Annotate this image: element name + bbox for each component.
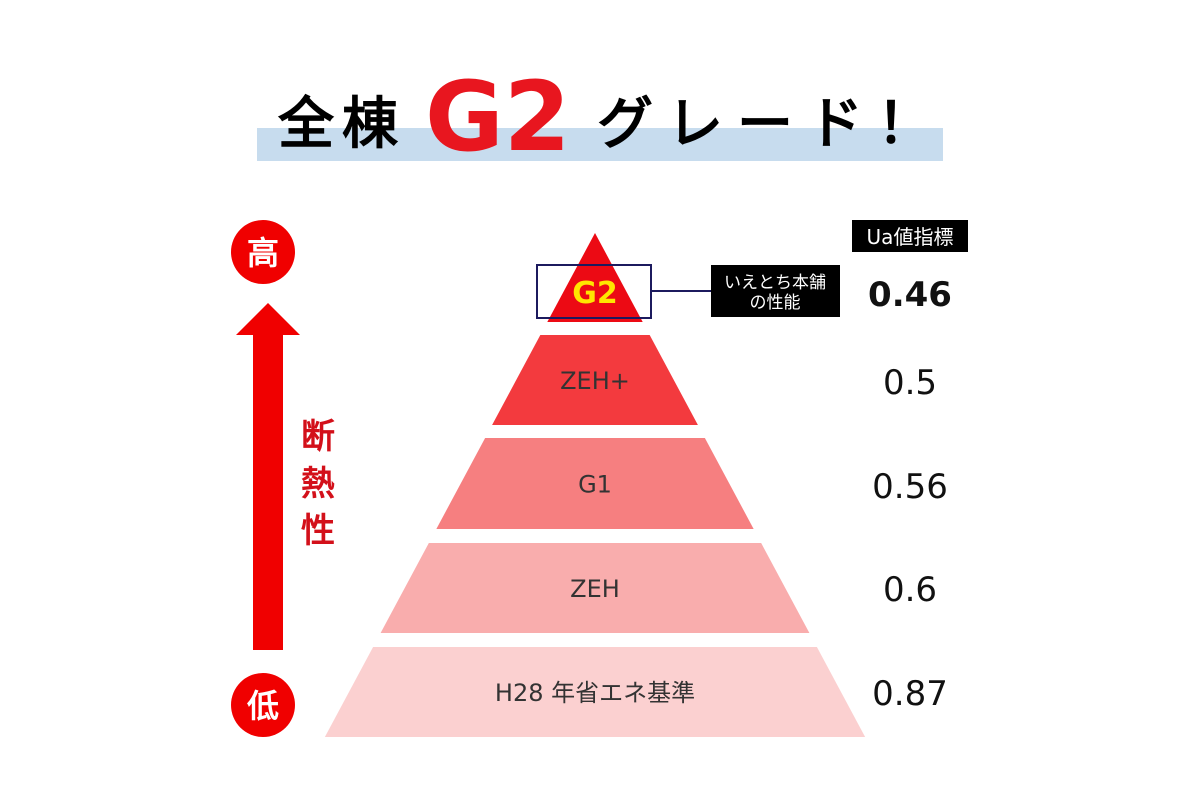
ua-value: 0.56	[872, 467, 948, 507]
pyramid-level-label: G1	[578, 471, 612, 499]
high-label: 高	[247, 234, 279, 272]
title-band	[257, 128, 943, 161]
ua-value: 0.87	[872, 674, 948, 714]
low-label: 低	[247, 687, 279, 725]
insulation-caption-char: 断	[301, 417, 335, 457]
pyramid-level	[436, 438, 754, 529]
ua-value: 0.5	[883, 363, 937, 403]
callout-box	[711, 265, 840, 317]
title-suffix: グレード！	[597, 92, 947, 157]
pyramid-level	[547, 233, 643, 322]
title-highlight: G2	[425, 61, 571, 173]
ua-header: Ua値指標	[867, 225, 954, 249]
pyramid-level-label: H28 年省エネ基準	[495, 679, 695, 707]
low-badge	[231, 673, 295, 737]
ua-value: 0.46	[868, 275, 952, 315]
high-badge	[231, 220, 295, 284]
pyramid-level	[324, 647, 866, 737]
insulation-arrow	[231, 220, 300, 737]
callout-line1: いえとち本舗	[724, 273, 826, 293]
pyramid-level	[380, 543, 810, 633]
pyramid-level	[492, 335, 698, 425]
insulation-caption-char: 熱	[301, 464, 335, 504]
pyramid-level-label: ZEH	[570, 575, 620, 603]
ua-header-box	[852, 220, 968, 252]
title-prefix: 全棟	[277, 92, 406, 157]
pyramid-level-label: ZEH+	[560, 367, 630, 395]
arrow-up-icon	[236, 303, 300, 650]
callout-line2: の性能	[750, 293, 801, 313]
pyramid-level-label: G2	[572, 276, 618, 311]
insulation-caption-char: 性	[301, 511, 335, 551]
ua-value: 0.6	[883, 570, 937, 610]
